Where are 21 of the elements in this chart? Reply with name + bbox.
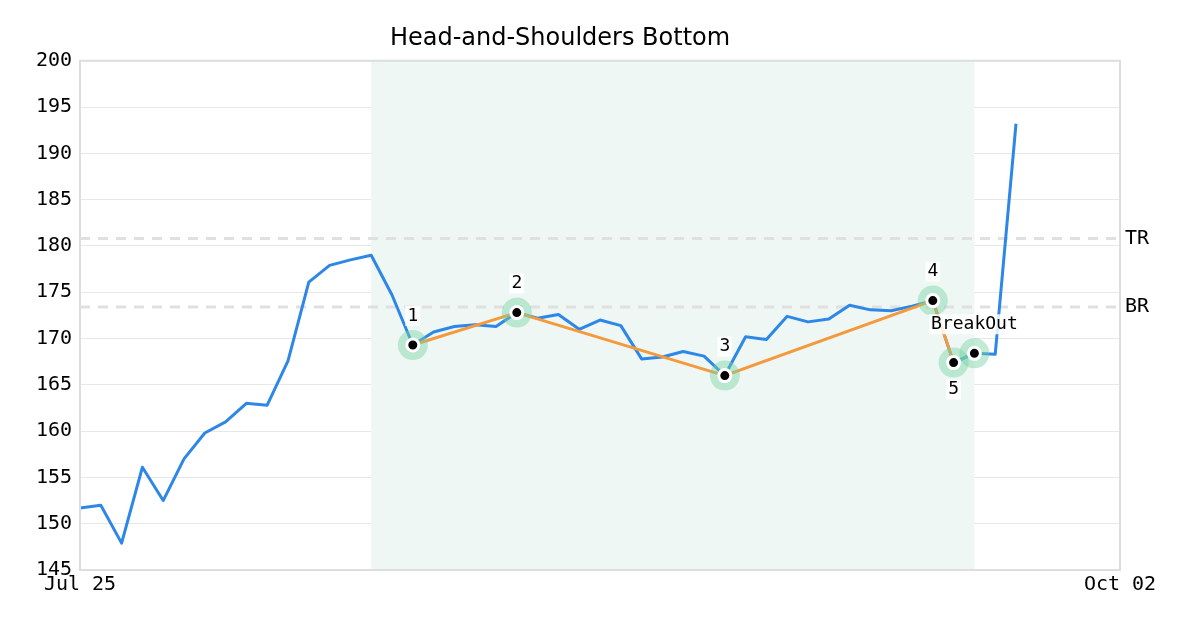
y-tick-label: 180 xyxy=(35,232,72,257)
annotation: 1 xyxy=(407,303,419,325)
annotation: 4 xyxy=(927,259,939,281)
annotation: BreakOut xyxy=(931,312,1018,334)
y-tick-label: 195 xyxy=(35,93,72,118)
ref-line-label: TR xyxy=(1125,224,1151,249)
annotation: 2 xyxy=(511,271,523,293)
annotation: 5 xyxy=(948,377,960,399)
annotation: 3 xyxy=(719,334,731,356)
y-tick-label: 150 xyxy=(35,509,72,534)
y-tick-label: 200 xyxy=(35,47,72,71)
y-tick-label: 170 xyxy=(35,324,72,349)
y-tick-label: 165 xyxy=(35,371,72,396)
y-tick-label: 190 xyxy=(35,139,72,164)
y-tick-label: 175 xyxy=(35,278,72,303)
y-tick-label: 155 xyxy=(35,463,72,488)
chart-title: Head-and-Shoulders Bottom xyxy=(389,22,731,51)
y-tick-label: 160 xyxy=(35,417,72,442)
y-tick-label: 185 xyxy=(35,185,72,210)
ref-line-label: BR xyxy=(1125,293,1151,318)
x-tick-label: Oct 02 xyxy=(1083,571,1157,596)
